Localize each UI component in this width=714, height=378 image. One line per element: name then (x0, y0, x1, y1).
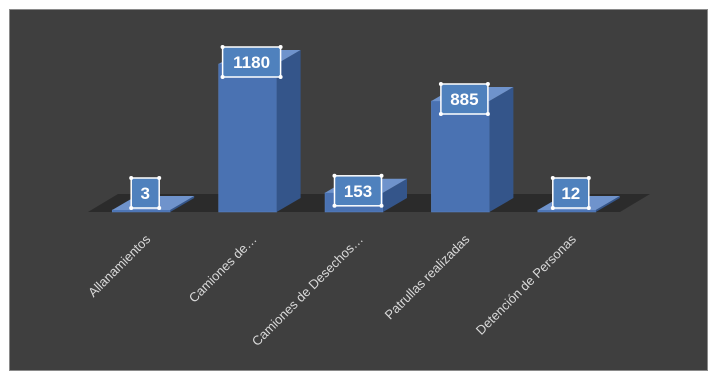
bar-front-5 (537, 209, 597, 213)
data-label-handle-4-1 (438, 82, 443, 86)
data-label-handle-2-2 (278, 45, 283, 49)
data-label-5: 12 (561, 184, 580, 203)
bar-front-2 (218, 63, 277, 213)
category-label-5: Detención de Personas (473, 231, 580, 338)
data-label-handle-5-3 (550, 206, 555, 210)
bar-front-1 (111, 209, 171, 213)
category-label-1: Allanamientos (85, 231, 154, 300)
bar-side-2 (276, 50, 301, 212)
data-label-handle-4-2 (485, 82, 490, 86)
data-label-box-2 (221, 46, 282, 78)
bar-front-4 (431, 100, 490, 213)
data-label-handle-1-2 (157, 176, 162, 180)
data-label-1: 3 (140, 184, 149, 203)
bar-side-4 (489, 87, 514, 212)
data-label-handle-4-3 (438, 112, 443, 116)
data-label-handle-3-4 (379, 203, 384, 208)
data-label-handle-5-1 (550, 176, 555, 180)
data-label-handle-1-3 (129, 206, 134, 210)
bar-side-1 (170, 196, 195, 212)
data-label-box-5 (552, 177, 590, 209)
data-label-handle-2-4 (278, 75, 283, 79)
category-label-2: Camiones de… (186, 232, 260, 306)
data-label-handle-5-4 (586, 206, 591, 210)
category-label-3: Camiones de Desechos… (249, 232, 366, 349)
chart-frame: 3 Allanamientos 1180 Camiones de… 153 Camione… (9, 9, 708, 371)
data-label-handle-4-4 (485, 112, 490, 116)
data-label-handle-2-1 (220, 45, 225, 49)
data-label-handle-3-3 (332, 203, 337, 208)
data-label-4: 885 (450, 90, 478, 109)
data-label-handle-3-2 (379, 173, 384, 178)
data-label-3: 153 (344, 182, 372, 201)
data-label-box-1 (130, 177, 160, 209)
data-label-handle-3-1 (332, 173, 337, 178)
data-label-box-4 (440, 83, 489, 115)
data-label-handle-2-3 (220, 75, 225, 79)
bar-chart: 3 Allanamientos 1180 Camiones de… 153 Camione… (85, 45, 650, 349)
data-label-box-3 (333, 175, 383, 207)
bar-side-3 (383, 178, 407, 212)
category-label-4: Patrullas realizadas (382, 231, 473, 322)
bar-side-5 (595, 196, 620, 212)
data-label-handle-1-1 (129, 176, 134, 180)
data-label-handle-1-4 (157, 206, 162, 210)
data-label-2: 1180 (233, 53, 270, 72)
data-label-handle-5-2 (586, 176, 591, 180)
